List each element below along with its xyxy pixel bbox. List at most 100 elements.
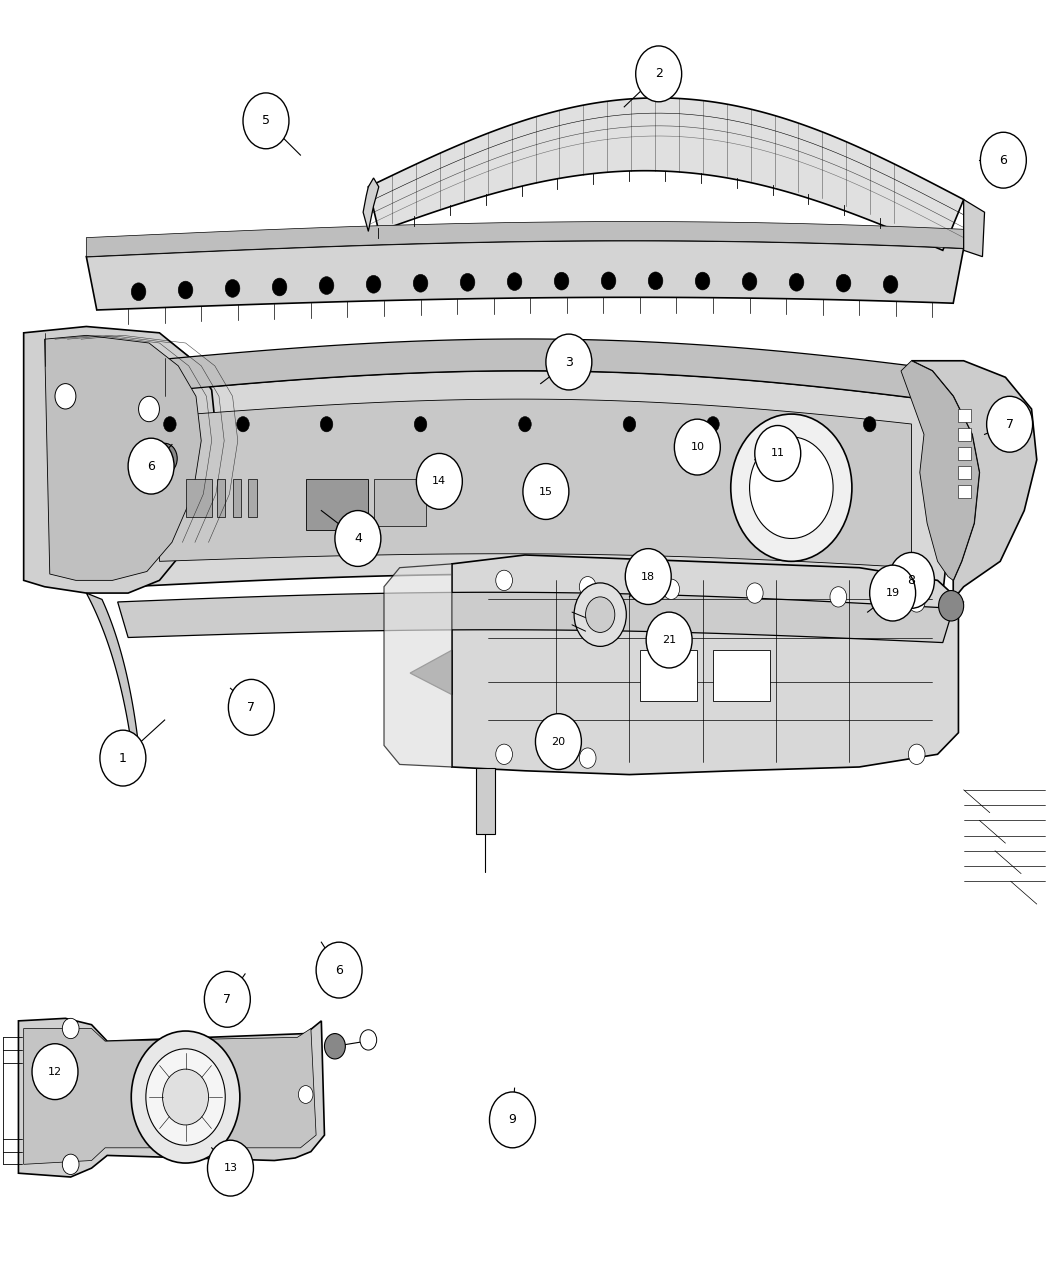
Circle shape [226, 279, 239, 297]
FancyBboxPatch shape [232, 479, 240, 516]
Circle shape [417, 454, 462, 509]
Circle shape [146, 1049, 226, 1145]
Circle shape [131, 1031, 239, 1163]
Circle shape [414, 274, 427, 292]
FancyBboxPatch shape [186, 479, 212, 516]
Polygon shape [86, 222, 964, 256]
Polygon shape [19, 1019, 324, 1177]
Circle shape [519, 417, 531, 432]
Circle shape [750, 437, 833, 538]
Circle shape [496, 745, 512, 765]
Text: 6: 6 [335, 964, 343, 977]
Circle shape [272, 278, 287, 296]
Polygon shape [24, 1029, 316, 1164]
Circle shape [128, 439, 174, 493]
Circle shape [100, 731, 146, 785]
Text: 20: 20 [551, 737, 566, 747]
Polygon shape [86, 241, 964, 310]
Circle shape [360, 1030, 377, 1051]
Circle shape [460, 273, 475, 291]
Polygon shape [964, 200, 985, 256]
FancyBboxPatch shape [713, 650, 771, 701]
Circle shape [316, 942, 362, 998]
Circle shape [939, 590, 964, 621]
Circle shape [536, 714, 582, 770]
Circle shape [324, 1034, 345, 1060]
Circle shape [981, 133, 1026, 189]
Text: 21: 21 [663, 635, 676, 645]
Circle shape [523, 464, 569, 519]
Circle shape [205, 972, 250, 1028]
Circle shape [755, 426, 801, 482]
Circle shape [62, 1154, 79, 1174]
Text: 7: 7 [248, 701, 255, 714]
Circle shape [163, 1070, 209, 1125]
FancyBboxPatch shape [217, 479, 226, 516]
Polygon shape [369, 98, 964, 250]
Circle shape [635, 46, 681, 102]
Circle shape [908, 592, 925, 612]
FancyBboxPatch shape [959, 428, 971, 441]
Polygon shape [107, 371, 964, 594]
Circle shape [55, 384, 76, 409]
Polygon shape [363, 179, 379, 231]
Circle shape [152, 444, 177, 474]
Polygon shape [160, 399, 911, 567]
Circle shape [937, 417, 949, 432]
Circle shape [883, 275, 898, 293]
Circle shape [319, 277, 334, 295]
FancyBboxPatch shape [959, 486, 971, 497]
Circle shape [62, 1019, 79, 1039]
Circle shape [731, 414, 852, 561]
Circle shape [236, 417, 249, 432]
Text: 9: 9 [508, 1113, 517, 1126]
Circle shape [366, 275, 381, 293]
Circle shape [908, 745, 925, 765]
Circle shape [707, 417, 719, 432]
Circle shape [131, 283, 146, 301]
Text: 6: 6 [1000, 154, 1007, 167]
Circle shape [243, 93, 289, 149]
Circle shape [554, 273, 569, 289]
Polygon shape [384, 564, 452, 768]
Circle shape [674, 419, 720, 476]
Circle shape [164, 417, 176, 432]
Text: 8: 8 [907, 574, 916, 586]
Circle shape [208, 1140, 253, 1196]
Text: 5: 5 [262, 115, 270, 128]
Polygon shape [107, 339, 964, 404]
Polygon shape [901, 361, 980, 580]
Circle shape [695, 272, 710, 289]
Circle shape [298, 1085, 313, 1103]
Circle shape [830, 586, 846, 607]
Circle shape [32, 1044, 78, 1099]
Circle shape [836, 274, 851, 292]
Text: 11: 11 [771, 449, 784, 459]
Text: 4: 4 [354, 532, 362, 544]
Polygon shape [86, 593, 139, 759]
Circle shape [586, 597, 615, 632]
Text: 1: 1 [119, 751, 127, 765]
Text: 13: 13 [224, 1163, 237, 1173]
FancyBboxPatch shape [248, 479, 256, 516]
Circle shape [507, 273, 522, 291]
Circle shape [546, 334, 592, 390]
Circle shape [663, 579, 679, 599]
Text: 15: 15 [539, 487, 553, 496]
Circle shape [178, 282, 193, 298]
Text: 6: 6 [147, 459, 155, 473]
Circle shape [987, 397, 1032, 453]
Circle shape [602, 272, 616, 289]
Circle shape [869, 565, 916, 621]
Text: 18: 18 [642, 571, 655, 581]
Circle shape [580, 576, 596, 597]
Text: 19: 19 [885, 588, 900, 598]
FancyBboxPatch shape [476, 769, 495, 834]
Text: 7: 7 [1006, 418, 1013, 431]
Text: 2: 2 [655, 68, 663, 80]
FancyBboxPatch shape [374, 479, 426, 525]
Circle shape [648, 272, 663, 289]
Circle shape [496, 570, 512, 590]
Polygon shape [44, 335, 202, 580]
Circle shape [139, 397, 160, 422]
